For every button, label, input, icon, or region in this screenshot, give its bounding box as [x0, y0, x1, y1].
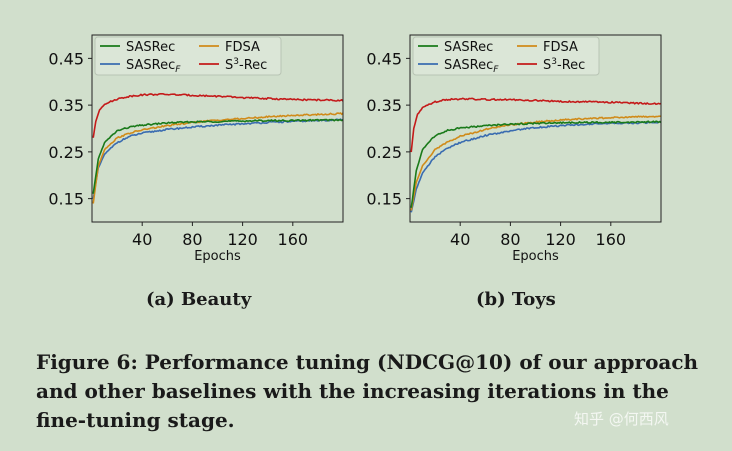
plot-frame: [91, 34, 344, 223]
y-tick-label: 0.25: [48, 143, 84, 162]
y-tick-label: 0.35: [366, 96, 402, 115]
series-line-sasrec-f: [410, 120, 662, 213]
y-tick-label: 0.15: [48, 190, 84, 209]
series-line-s3-rec: [410, 97, 662, 153]
y-tick-label: 0.15: [366, 190, 402, 209]
legend-label: FDSA: [225, 40, 260, 55]
x-axis-label: Epochs: [512, 249, 559, 264]
x-tick-label: 40: [132, 230, 152, 249]
legend-label: S3-Rec: [225, 57, 267, 73]
legend-label: SASRec: [444, 40, 493, 55]
subcaption-toys: (b) Toys: [476, 289, 556, 310]
x-axis-label: Epochs: [194, 249, 241, 264]
legend-label: S3-Rec: [543, 57, 585, 73]
x-tick-label: 40: [450, 230, 470, 249]
legend-label: SASRecF: [444, 58, 499, 75]
y-tick-label: 0.45: [366, 49, 402, 68]
x-tick-label: 80: [500, 230, 520, 249]
series-line-sasrec: [92, 118, 344, 194]
legend: SASRec SASRecF FDSA S3-Rec: [412, 36, 600, 76]
legend-label: SASRecF: [126, 58, 181, 75]
series-line-s3-rec: [92, 92, 344, 138]
legend-box: [412, 36, 600, 76]
series-line-sasrec: [410, 120, 662, 208]
x-tick-label: 120: [227, 230, 258, 249]
x-tick-label: 160: [278, 230, 309, 249]
x-tick-label: 80: [182, 230, 202, 249]
y-tick-label: 0.45: [48, 49, 84, 68]
series-line-fdsa: [92, 112, 344, 204]
series-line-fdsa: [410, 115, 662, 211]
figure-caption: Figure 6: Performance tuning (NDCG@10) o…: [36, 350, 699, 432]
legend: SASRec SASRecF FDSA S3-Rec: [94, 36, 282, 76]
y-tick-label: 0.35: [48, 96, 84, 115]
subcaption-beauty: (a) Beauty: [146, 289, 252, 310]
legend-box: [94, 36, 282, 76]
legend-label: SASRec: [126, 40, 175, 55]
watermark: 知乎 @何西风: [574, 410, 669, 428]
plot-frame: [409, 34, 662, 223]
series-line-sasrec-f: [92, 118, 344, 200]
x-tick-label: 160: [596, 230, 627, 249]
y-tick-label: 0.25: [366, 143, 402, 162]
x-tick-label: 120: [545, 230, 576, 249]
legend-label: FDSA: [543, 40, 578, 55]
